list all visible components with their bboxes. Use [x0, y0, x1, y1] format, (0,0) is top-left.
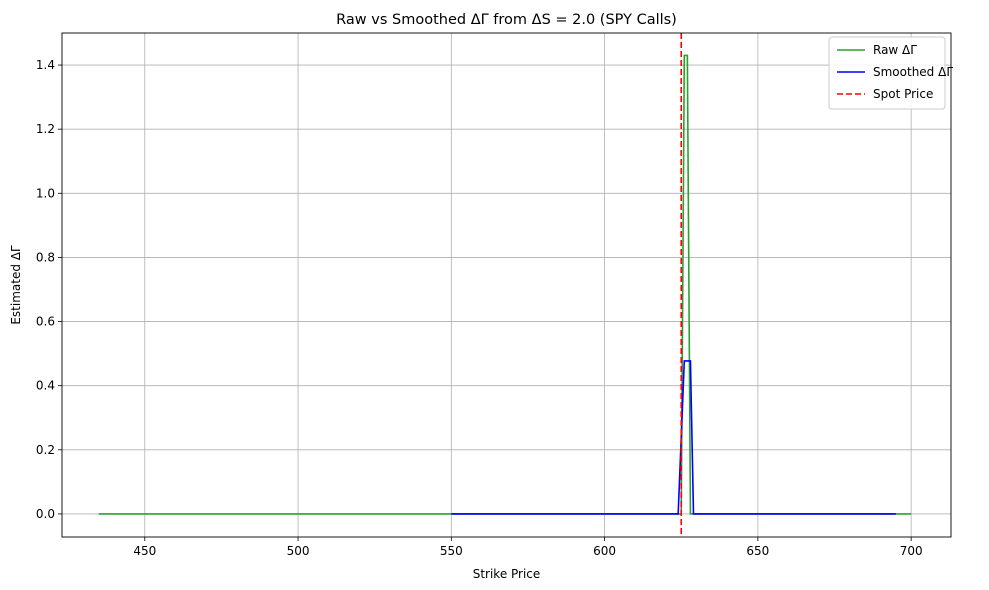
grid-lines [62, 33, 951, 537]
x-tick-label: 650 [746, 544, 769, 558]
y-tick-label: 0.4 [36, 379, 55, 393]
y-tick-label: 1.4 [36, 58, 55, 72]
legend-label: Spot Price [873, 87, 933, 101]
series-line-smoothed [451, 360, 896, 515]
legend: Raw ΔΓ Smoothed ΔΓ Spot Price [828, 36, 953, 110]
plot-lines [98, 33, 912, 537]
chart-title: Raw vs Smoothed ΔΓ from ΔS = 2.0 (SPY Ca… [336, 12, 677, 28]
x-tick-label: 700 [900, 544, 923, 558]
y-axis-ticks: 0.0 0.2 0.4 0.6 0.8 1.0 1.2 1.4 [36, 58, 62, 521]
y-tick-label: 0.6 [36, 315, 55, 329]
y-axis-label: Estimated ΔΓ [9, 245, 23, 325]
x-tick-label: 600 [593, 544, 616, 558]
x-tick-label: 450 [133, 544, 156, 558]
x-tick-label: 550 [440, 544, 463, 558]
legend-label: Smoothed ΔΓ [873, 65, 953, 79]
legend-box [828, 36, 946, 110]
y-tick-label: 1.2 [36, 122, 55, 136]
x-axis-ticks: 450 500 550 600 650 700 [133, 537, 923, 558]
y-tick-label: 0.2 [36, 443, 55, 457]
y-tick-label: 1.0 [36, 186, 55, 200]
y-tick-label: 0.0 [36, 507, 55, 521]
x-axis-label: Strike Price [473, 567, 541, 581]
plot-frame [61, 32, 952, 538]
y-tick-label: 0.8 [36, 250, 55, 264]
x-tick-label: 500 [287, 544, 310, 558]
legend-label: Raw ΔΓ [873, 43, 917, 57]
